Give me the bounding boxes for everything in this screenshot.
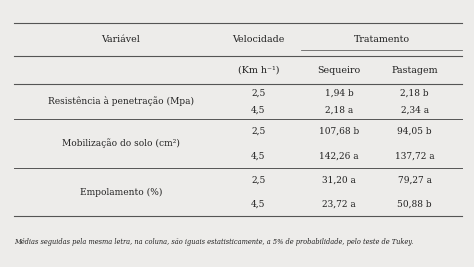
- Text: Sequeiro: Sequeiro: [317, 66, 361, 74]
- Text: 2,5: 2,5: [251, 127, 265, 136]
- Text: Médias seguidas pela mesma letra, na coluna, são iguais estatisticamente, a 5% d: Médias seguidas pela mesma letra, na col…: [14, 238, 413, 246]
- Text: 1,94 b: 1,94 b: [325, 88, 353, 97]
- Text: 2,18 b: 2,18 b: [401, 88, 429, 97]
- Text: 142,26 a: 142,26 a: [319, 151, 359, 160]
- Text: Resistência à penetração (Mpa): Resistência à penetração (Mpa): [48, 97, 194, 106]
- Text: Pastagem: Pastagem: [392, 66, 438, 74]
- Text: 2,34 a: 2,34 a: [401, 106, 429, 115]
- Text: Empolamento (%): Empolamento (%): [80, 188, 162, 197]
- Text: 107,68 b: 107,68 b: [319, 127, 359, 136]
- Text: 4,5: 4,5: [251, 151, 265, 160]
- Text: 23,72 a: 23,72 a: [322, 200, 356, 209]
- Text: 31,20 a: 31,20 a: [322, 176, 356, 185]
- Text: 2,5: 2,5: [251, 88, 265, 97]
- Text: Variável: Variável: [101, 35, 140, 44]
- Text: 4,5: 4,5: [251, 200, 265, 209]
- Text: 79,27 a: 79,27 a: [398, 176, 432, 185]
- Text: 2,18 a: 2,18 a: [325, 106, 353, 115]
- Text: Tratamento: Tratamento: [354, 35, 410, 44]
- Text: 4,5: 4,5: [251, 106, 265, 115]
- Text: (Km h⁻¹): (Km h⁻¹): [237, 66, 279, 74]
- Text: 94,05 b: 94,05 b: [397, 127, 432, 136]
- Text: Velocidade: Velocidade: [232, 35, 284, 44]
- Text: 137,72 a: 137,72 a: [395, 151, 435, 160]
- Text: Mobilização do solo (cm²): Mobilização do solo (cm²): [62, 139, 180, 148]
- Text: 2,5: 2,5: [251, 176, 265, 185]
- Text: 50,88 b: 50,88 b: [397, 200, 432, 209]
